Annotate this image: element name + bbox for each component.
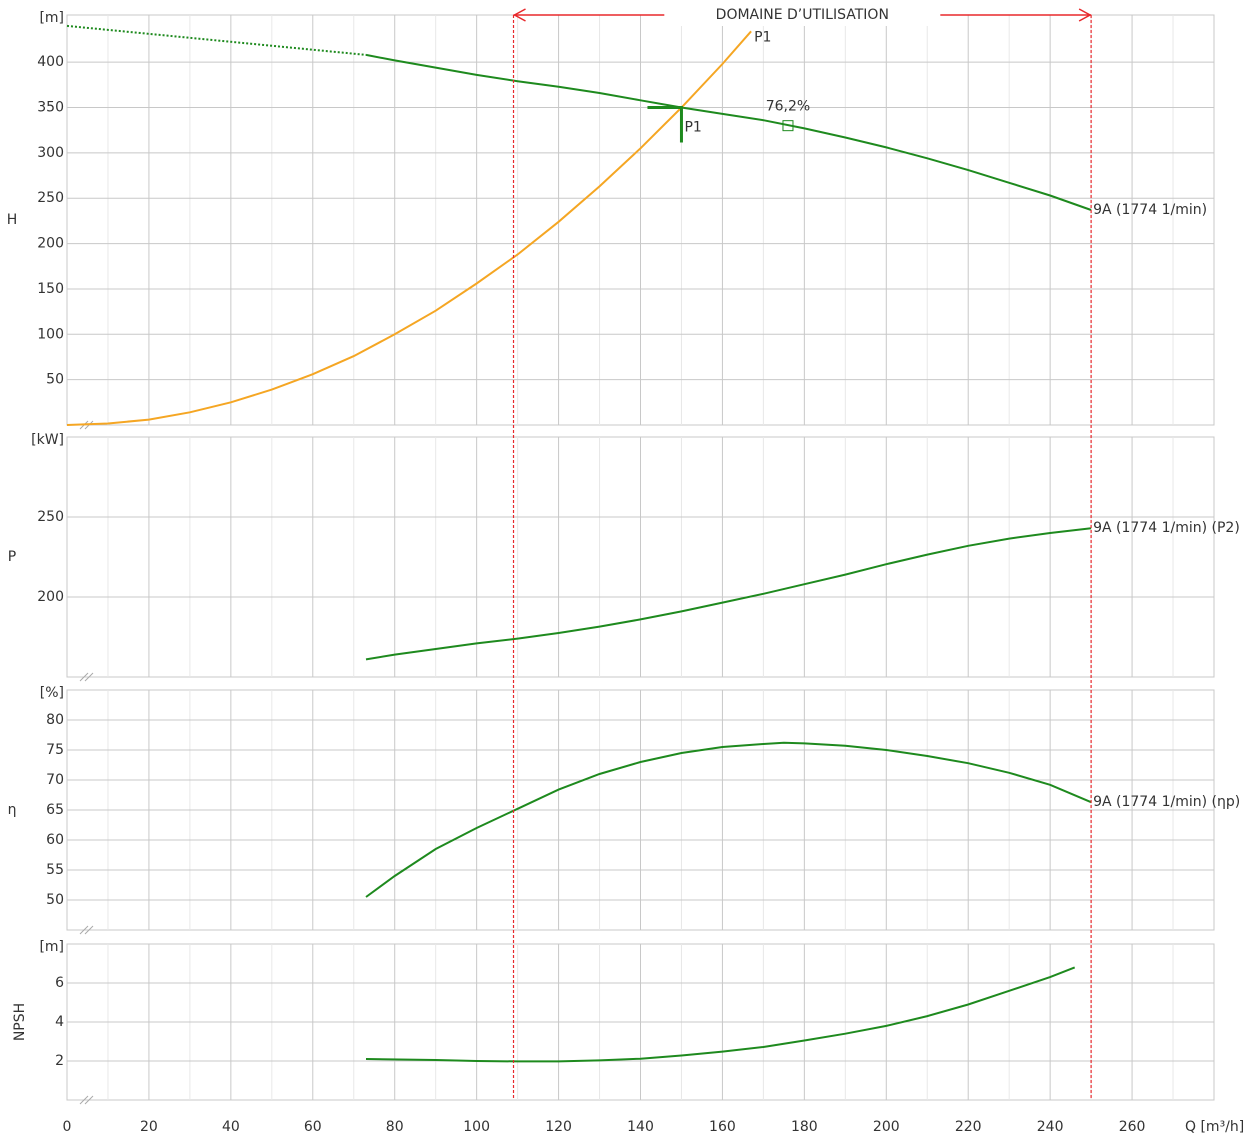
- x-tick-label: 100: [463, 1119, 490, 1135]
- y-tick-label: 75: [46, 742, 64, 758]
- axis-break: [79, 1095, 94, 1105]
- series-label: 9A (1774 1/min): [1093, 202, 1207, 218]
- y-axis-label: NPSH: [12, 1003, 28, 1041]
- y-tick-label: 50: [46, 892, 64, 908]
- x-tick-label: 240: [1037, 1119, 1064, 1135]
- y-tick-label: 6: [55, 975, 64, 991]
- y-tick-label: 250: [37, 190, 64, 206]
- y-tick-label: 4: [55, 1014, 64, 1030]
- series-line: [66, 30, 752, 426]
- y-tick-label: 2: [55, 1053, 64, 1069]
- extrapolated-line: [66, 24, 367, 56]
- y-tick-label: 200: [37, 236, 64, 252]
- series-line: [365, 741, 1092, 898]
- y-tick-label: 100: [37, 326, 64, 342]
- x-tick-label: 140: [627, 1119, 654, 1135]
- x-tick-label: 40: [222, 1119, 240, 1135]
- x-tick-label: 200: [873, 1119, 900, 1135]
- x-tick-label: 20: [140, 1119, 158, 1135]
- x-tick-label: 80: [386, 1119, 404, 1135]
- arrow-head: [512, 8, 526, 22]
- y-axis-label: H: [7, 212, 18, 228]
- y-unit: [m]: [39, 10, 64, 26]
- range-label-bg: [664, 4, 941, 26]
- series-label: 9A (1774 1/min) (ηp): [1093, 794, 1240, 810]
- y-tick-label: 70: [46, 772, 64, 788]
- y-tick-label: 55: [46, 862, 64, 878]
- efficiency-marker: [782, 120, 794, 132]
- x-tick-label: 120: [545, 1119, 572, 1135]
- x-tick-label: 220: [955, 1119, 982, 1135]
- y-tick-label: 80: [46, 712, 64, 728]
- y-tick-label: 250: [37, 509, 64, 525]
- x-tick-label: 0: [63, 1119, 72, 1135]
- series-line: [365, 527, 1092, 661]
- operating-point-label: P1: [684, 120, 701, 136]
- series-label: P1: [754, 29, 771, 45]
- y-tick-label: 60: [46, 832, 64, 848]
- series-label: 9A (1774 1/min) (P2): [1093, 520, 1240, 536]
- series-line: [365, 53, 1092, 211]
- y-tick-label: 50: [46, 372, 64, 388]
- y-tick-label: 300: [37, 145, 64, 161]
- y-axis-label: η: [8, 802, 17, 818]
- y-tick-label: 200: [37, 589, 64, 605]
- x-tick-label: 60: [304, 1119, 322, 1135]
- efficiency-label: 76,2%: [766, 99, 810, 115]
- operating-point: [647, 106, 683, 143]
- arrow-head: [1078, 8, 1092, 22]
- series-line: [365, 966, 1076, 1063]
- y-unit: [%]: [40, 685, 64, 701]
- y-unit: [kW]: [31, 432, 64, 448]
- axis-break: [79, 925, 94, 935]
- x-tick-label: 180: [791, 1119, 818, 1135]
- y-tick-label: 65: [46, 802, 64, 818]
- y-unit: [m]: [39, 939, 64, 955]
- y-tick-label: 350: [37, 100, 64, 116]
- range-label: DOMAINE D’UTILISATION: [716, 7, 889, 23]
- x-axis-label: Q [m³/h]: [1185, 1119, 1244, 1135]
- y-tick-label: 150: [37, 281, 64, 297]
- x-tick-label: 160: [709, 1119, 736, 1135]
- x-tick-label: 260: [1119, 1119, 1146, 1135]
- axis-break: [79, 672, 94, 682]
- y-tick-label: 400: [37, 54, 64, 70]
- y-axis-label: P: [8, 549, 16, 565]
